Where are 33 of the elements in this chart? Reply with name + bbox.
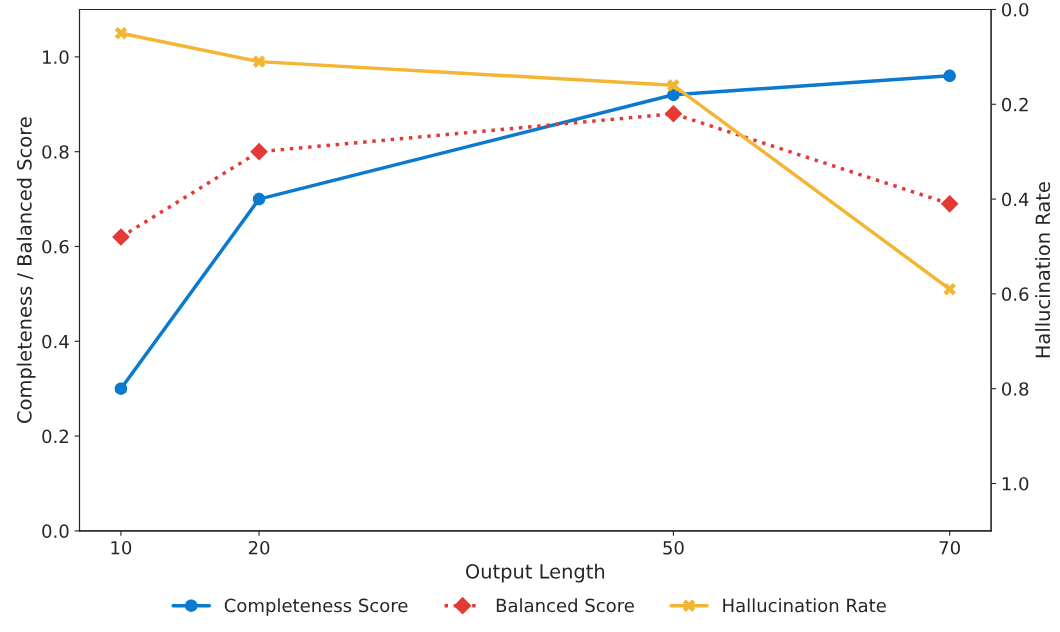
y2-axis-title: Hallucination Rate (1035, 182, 1051, 358)
y-tick-label: 0.6 (42, 239, 69, 254)
y2-tick-label: 0.6 (1002, 287, 1029, 301)
y-tick-label: 0.2 (42, 429, 68, 444)
y-axis-title: Completeness / Balanced Score (16, 117, 36, 423)
legend-label: Completeness Score (224, 598, 408, 616)
y2-tick-label: 0.0 (1002, 2, 1029, 17)
x-tick-label: 20 (248, 540, 270, 555)
point (667, 79, 680, 92)
point (114, 26, 128, 40)
point (250, 142, 268, 161)
point (252, 55, 266, 68)
y-tick-label: 0.8 (42, 145, 69, 159)
y-tick-label: 0.4 (42, 334, 69, 349)
legend-label: Balanced Score (496, 598, 634, 613)
y2-tick-label: 0.2 (1002, 97, 1028, 112)
y2-tick-label: 0.4 (1002, 192, 1029, 207)
x-tick-label: 70 (939, 540, 960, 555)
x-tick-label: 10 (111, 540, 132, 555)
point (114, 382, 128, 395)
point (943, 69, 956, 83)
y2-tick-label: 0.8 (1002, 382, 1029, 396)
point (252, 192, 266, 206)
y2-tick-label: 1.0 (1002, 476, 1029, 491)
point (112, 228, 130, 246)
y-tick-label: 0.0 (42, 524, 69, 538)
legend-label: Hallucination Rate (723, 598, 886, 613)
point (664, 104, 683, 123)
point (940, 194, 959, 213)
x-axis-title: Output Length (465, 563, 605, 583)
x-tick-label: 50 (663, 540, 684, 555)
y-tick-label: 1.0 (43, 50, 69, 64)
point (943, 282, 956, 296)
